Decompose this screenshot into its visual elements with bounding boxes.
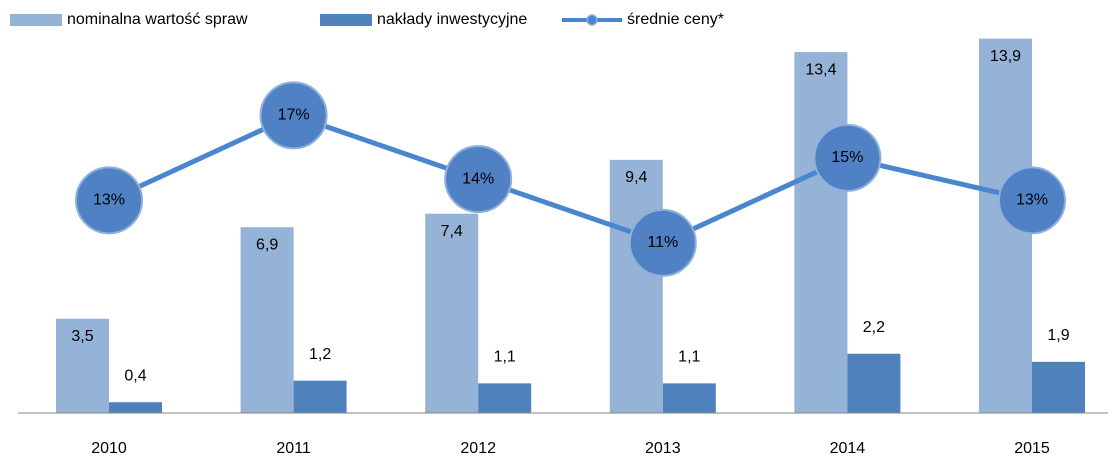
marker bbox=[444, 145, 513, 214]
data-label: 3,5 bbox=[71, 328, 93, 345]
x-tick-label: 2015 bbox=[1014, 440, 1050, 457]
marker bbox=[259, 81, 328, 150]
data-label: 13% bbox=[1016, 192, 1048, 209]
bar bbox=[662, 383, 716, 413]
marker bbox=[813, 123, 882, 192]
bar bbox=[240, 227, 294, 413]
data-label: 11% bbox=[647, 234, 678, 251]
marker bbox=[628, 208, 697, 277]
data-label: 2,2 bbox=[863, 319, 885, 336]
line bbox=[107, 112, 1033, 246]
marker bbox=[75, 166, 143, 235]
data-label: 1,1 bbox=[678, 349, 700, 366]
x-tick-label: 2013 bbox=[645, 440, 681, 457]
bar bbox=[609, 159, 663, 413]
data-label: 1,9 bbox=[1047, 327, 1069, 344]
bar bbox=[293, 380, 347, 413]
legend-swatch bbox=[320, 14, 372, 26]
legend-swatch bbox=[10, 14, 62, 26]
data-label: 13% bbox=[93, 192, 125, 209]
data-label: 1,1 bbox=[494, 349, 516, 366]
data-label: 13,9 bbox=[990, 48, 1021, 65]
x-tick-label: 2012 bbox=[460, 440, 496, 457]
x-tick-label: 2011 bbox=[276, 440, 311, 457]
bar bbox=[109, 402, 162, 413]
bar bbox=[847, 353, 901, 413]
bar bbox=[1032, 361, 1085, 413]
data-label: 7,4 bbox=[441, 223, 463, 240]
bar bbox=[794, 52, 848, 414]
legend-label: średnie ceny* bbox=[627, 11, 724, 28]
legend-label: nominalna wartość spraw bbox=[67, 11, 248, 28]
data-label: 0,4 bbox=[124, 367, 146, 384]
bar bbox=[425, 213, 479, 413]
data-label: 6,9 bbox=[256, 236, 278, 253]
data-label: 13,4 bbox=[805, 61, 836, 78]
data-label: 15% bbox=[831, 149, 863, 166]
bar bbox=[56, 318, 109, 413]
legend-marker bbox=[586, 14, 598, 26]
data-label: 1,2 bbox=[309, 346, 331, 363]
data-label: 17% bbox=[278, 107, 310, 124]
data-label: 9,4 bbox=[625, 169, 647, 186]
x-tick-label: 2014 bbox=[830, 440, 866, 457]
legend-label: nakłady inwestycyjne bbox=[377, 11, 527, 28]
data-label: 14% bbox=[462, 170, 494, 187]
bar bbox=[478, 383, 532, 413]
x-tick-label: 2010 bbox=[91, 440, 127, 457]
marker bbox=[998, 166, 1066, 235]
